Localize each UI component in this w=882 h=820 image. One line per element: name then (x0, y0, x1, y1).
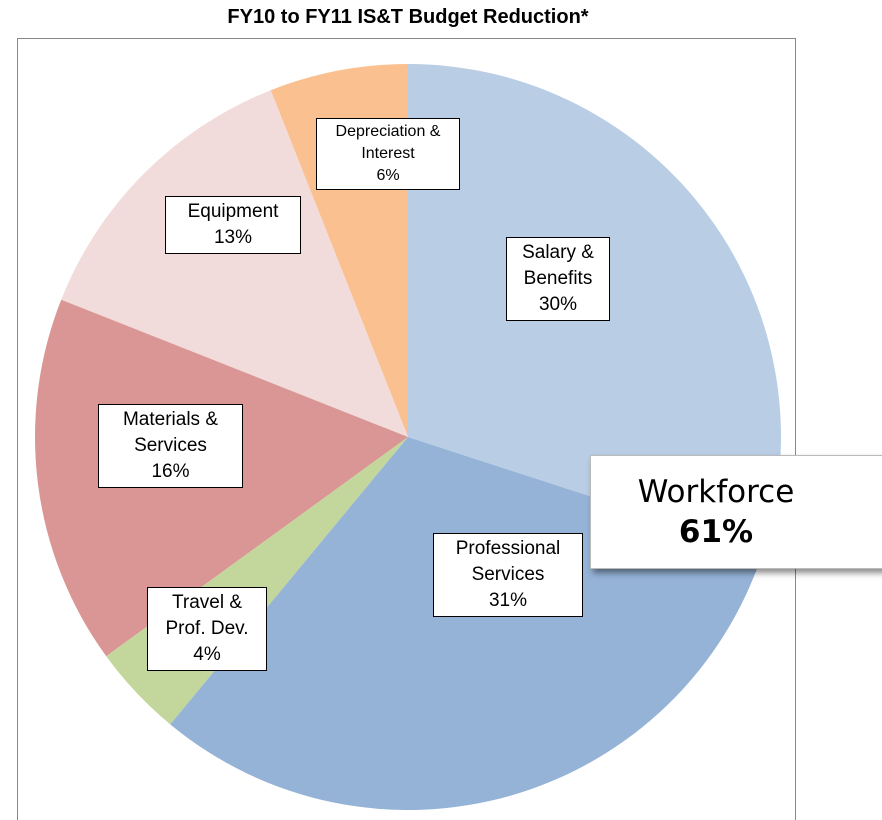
annotation-value: 61% (678, 514, 754, 550)
slice-name: Materials & Services (122, 409, 219, 456)
chart-title: FY10 to FY11 IS&T Budget Reduction* (227, 6, 589, 28)
data-label: Materials & Services 16% (98, 404, 243, 488)
slice-value: 16% (151, 461, 190, 482)
pie-slice (61, 90, 409, 438)
annotation: Workforce 61% (590, 455, 882, 569)
data-label: Salary & Benefits 30% (506, 237, 610, 321)
data-label: Travel & Prof. Dev. 4% (147, 587, 267, 671)
slice-name: Equipment (187, 201, 279, 222)
data-label: Depreciation & Interest 6% (316, 118, 460, 190)
slice-name: Professional Services (455, 538, 561, 585)
data-label: Equipment 13% (165, 196, 301, 254)
slice-value: 13% (213, 227, 253, 248)
slice-name: Travel & Prof. Dev. (165, 592, 249, 639)
slice-value: 31% (488, 590, 528, 611)
slice-value: 30% (538, 294, 578, 315)
data-label: Professional Services 31% (433, 533, 583, 617)
slice-value: 4% (193, 644, 221, 665)
slice-name: Salary & Benefits (522, 242, 594, 289)
slice-name: Depreciation & Interest (335, 123, 441, 162)
annotation-text: Workforce (637, 474, 795, 510)
plot-border (17, 38, 796, 820)
slice-value: 6% (376, 167, 400, 184)
